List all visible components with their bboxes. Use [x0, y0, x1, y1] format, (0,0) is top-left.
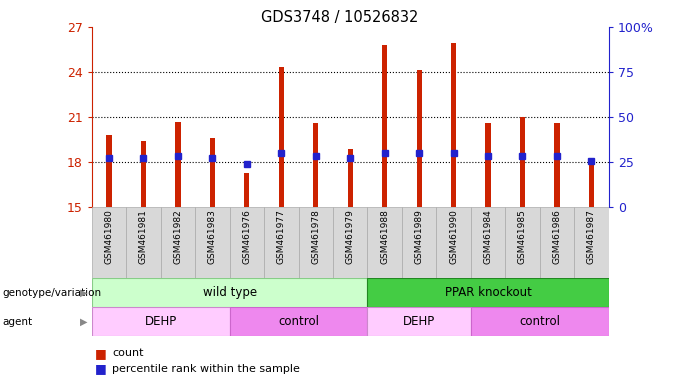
- Bar: [160, 207, 195, 278]
- Text: control: control: [278, 315, 319, 328]
- Text: GSM461979: GSM461979: [345, 210, 355, 264]
- Bar: [92, 307, 230, 336]
- Bar: [264, 207, 299, 278]
- Text: DEHP: DEHP: [403, 315, 435, 328]
- Bar: [367, 278, 609, 307]
- Text: GSM461980: GSM461980: [105, 210, 114, 264]
- Bar: [367, 307, 471, 336]
- Text: percentile rank within the sample: percentile rank within the sample: [112, 364, 300, 374]
- Text: GSM461985: GSM461985: [518, 210, 527, 264]
- Text: GSM461990: GSM461990: [449, 210, 458, 264]
- Text: GSM461982: GSM461982: [173, 210, 182, 264]
- Text: genotype/variation: genotype/variation: [2, 288, 101, 298]
- Text: ■: ■: [95, 362, 107, 375]
- Bar: [175, 122, 180, 207]
- Bar: [554, 123, 560, 207]
- Bar: [230, 307, 367, 336]
- Text: PPAR knockout: PPAR knockout: [445, 286, 532, 299]
- Bar: [195, 207, 230, 278]
- Text: GSM461986: GSM461986: [552, 210, 562, 264]
- Text: DEHP: DEHP: [145, 315, 177, 328]
- Bar: [92, 207, 126, 278]
- Bar: [471, 207, 505, 278]
- Text: GSM461981: GSM461981: [139, 210, 148, 264]
- Bar: [107, 135, 112, 207]
- Bar: [589, 164, 594, 207]
- Bar: [126, 207, 160, 278]
- Bar: [540, 207, 574, 278]
- Text: wild type: wild type: [203, 286, 256, 299]
- Text: count: count: [112, 348, 143, 358]
- Bar: [451, 43, 456, 207]
- Text: GSM461988: GSM461988: [380, 210, 389, 264]
- Bar: [382, 45, 387, 207]
- Bar: [299, 207, 333, 278]
- Text: GSM461976: GSM461976: [242, 210, 252, 264]
- Bar: [367, 207, 402, 278]
- Text: ■: ■: [95, 347, 107, 360]
- Text: agent: agent: [2, 316, 32, 327]
- Bar: [333, 207, 367, 278]
- Bar: [402, 207, 437, 278]
- Bar: [279, 68, 284, 207]
- Text: GSM461983: GSM461983: [208, 210, 217, 264]
- Text: ▶: ▶: [80, 288, 88, 298]
- Text: GDS3748 / 10526832: GDS3748 / 10526832: [261, 10, 419, 25]
- Bar: [230, 207, 264, 278]
- Bar: [574, 207, 609, 278]
- Text: control: control: [520, 315, 560, 328]
- Text: GSM461987: GSM461987: [587, 210, 596, 264]
- Text: GSM461978: GSM461978: [311, 210, 320, 264]
- Text: GSM461984: GSM461984: [483, 210, 492, 264]
- Bar: [417, 71, 422, 207]
- Bar: [210, 138, 215, 207]
- Bar: [471, 307, 609, 336]
- Bar: [313, 123, 318, 207]
- Bar: [244, 173, 250, 207]
- Bar: [437, 207, 471, 278]
- Bar: [347, 149, 353, 207]
- Bar: [141, 141, 146, 207]
- Bar: [486, 123, 490, 207]
- Bar: [520, 117, 525, 207]
- Text: ▶: ▶: [80, 316, 88, 327]
- Bar: [505, 207, 540, 278]
- Bar: [92, 278, 367, 307]
- Text: GSM461977: GSM461977: [277, 210, 286, 264]
- Text: GSM461989: GSM461989: [415, 210, 424, 264]
